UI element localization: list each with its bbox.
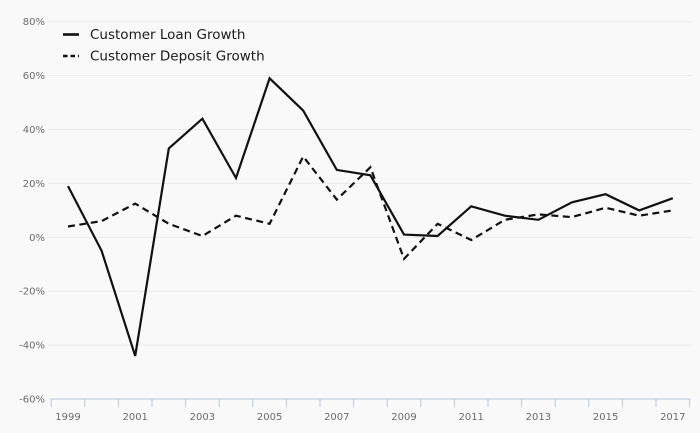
x-axis-labels: 1999 2001 2003 2005 2007 2009 2011 2013 2015 2017 bbox=[55, 412, 685, 423]
x-tick-label: 1999 bbox=[55, 412, 80, 423]
customer-loan-growth-line bbox=[67, 76, 674, 357]
x-tick-label: 2001 bbox=[122, 412, 147, 423]
customer-deposit-growth-line bbox=[67, 154, 673, 261]
x-tick-label: 2009 bbox=[391, 412, 416, 423]
legend-label-deposit-growth: Customer Deposit Growth bbox=[90, 49, 265, 65]
x-tick-label: 2005 bbox=[257, 412, 282, 423]
y-axis-labels: 80% 60% 40% 20% 0% -20% -40% -60% bbox=[19, 17, 45, 405]
x-tick-label: 2013 bbox=[526, 412, 551, 423]
y-tick-label: 40% bbox=[23, 125, 45, 136]
x-tick-label: 2011 bbox=[458, 412, 483, 423]
x-tick-label: 2003 bbox=[190, 412, 215, 423]
x-axis bbox=[50, 398, 691, 407]
x-tick-label: 2017 bbox=[660, 412, 685, 423]
x-tick-label: 2007 bbox=[324, 412, 349, 423]
legend: Customer Loan Growth Customer Deposit Gr… bbox=[63, 27, 265, 65]
y-tick-label: 60% bbox=[23, 71, 45, 82]
y-tick-label: -40% bbox=[19, 341, 45, 352]
y-tick-label: -20% bbox=[19, 287, 45, 298]
y-tick-label: 80% bbox=[23, 17, 45, 28]
y-tick-label: 0% bbox=[29, 233, 45, 244]
data-series bbox=[67, 76, 674, 357]
y-tick-label: -60% bbox=[19, 395, 45, 406]
x-tick-label: 2015 bbox=[593, 412, 618, 423]
legend-label-loan-growth: Customer Loan Growth bbox=[90, 27, 245, 43]
y-tick-label: 20% bbox=[23, 179, 45, 190]
